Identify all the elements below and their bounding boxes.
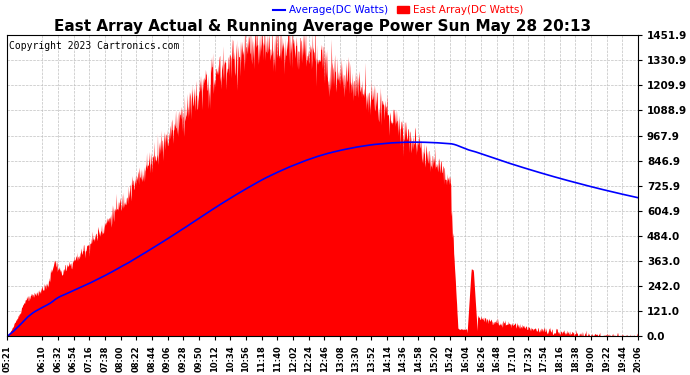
Text: Copyright 2023 Cartronics.com: Copyright 2023 Cartronics.com [8,41,179,51]
Legend: Average(DC Watts), East Array(DC Watts): Average(DC Watts), East Array(DC Watts) [268,1,528,19]
Title: East Array Actual & Running Average Power Sun May 28 20:13: East Array Actual & Running Average Powe… [54,19,591,34]
